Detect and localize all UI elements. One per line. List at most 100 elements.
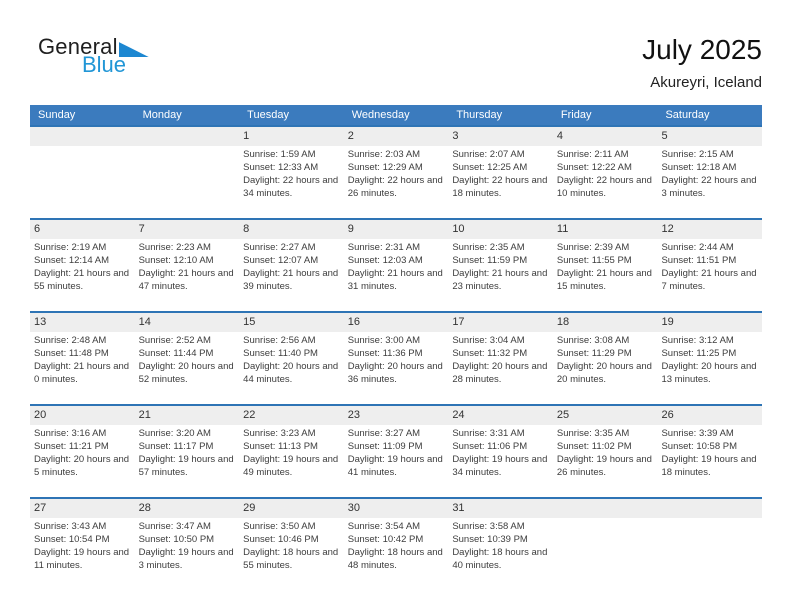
day-number: 29 [239, 499, 344, 518]
day-number: 16 [343, 313, 449, 332]
day-number: 11 [552, 220, 658, 239]
day-cell: 21 Sunrise: 3:20 AM Sunset: 11:17 PM Daylig… [134, 406, 240, 497]
sunset-text: Sunset: 12:25 AM [452, 162, 528, 173]
day-cell: 6 Sunrise: 2:19 AM Sunset: 12:14 AM Dayligh… [30, 220, 135, 311]
weekday-monday: Monday [142, 109, 182, 121]
daylight-text: Daylight: 20 hours and 5 minutes. [34, 454, 130, 478]
day-details: Sunrise: 2:39 AM Sunset: 11:55 PM Daylight… [553, 239, 658, 293]
day-number: 9 [343, 220, 449, 239]
day-cell: 10 Sunrise: 2:35 AM Sunset: 11:59 PM Daylig… [448, 220, 553, 311]
sunset-text: Sunset: 11:40 PM [243, 348, 318, 359]
day-details: Sunrise: 3:50 AM Sunset: 10:46 PM Daylight… [239, 518, 344, 572]
weekday-friday: Friday [560, 109, 592, 121]
sunrise-text: Sunrise: 3:16 AM [34, 428, 107, 439]
sunrise-text: Sunrise: 2:31 AM [347, 242, 421, 253]
day-number: 1 [239, 127, 344, 146]
daylight-text: Daylight: 22 hours and 18 minutes. [452, 175, 548, 199]
sunset-text: Sunset: 11:02 PM [556, 441, 632, 452]
day-cell: 2 Sunrise: 2:03 AM Sunset: 12:29 AM Dayligh… [343, 127, 449, 218]
sunset-text: Sunset: 11:32 PM [452, 348, 528, 359]
sunset-text: Sunset: 11:51 PM [661, 255, 737, 266]
day-number: 26 [657, 406, 763, 425]
day-details: Sunrise: 3:35 AM Sunset: 11:02 PM Daylight… [553, 425, 658, 479]
day-number: 4 [552, 127, 658, 146]
day-number: 12 [657, 220, 763, 239]
general-blue-logo: General Blue [38, 36, 149, 76]
sunset-text: Sunset: 11:29 PM [556, 348, 632, 359]
daylight-text: Daylight: 22 hours and 3 minutes. [661, 175, 757, 199]
day-details: Sunrise: 3:31 AM Sunset: 11:06 PM Daylight… [448, 425, 553, 479]
day-details: Sunrise: 2:23 AM Sunset: 12:10 AM Daylight… [135, 239, 240, 293]
daylight-text: Daylight: 18 hours and 40 minutes. [452, 547, 548, 571]
sunrise-text: Sunrise: 3:23 AM [243, 428, 316, 439]
day-details: Sunrise: 3:08 AM Sunset: 11:29 PM Daylight… [553, 332, 658, 386]
week-row: 20 Sunrise: 3:16 AM Sunset: 11:21 PM Daylig… [30, 404, 763, 497]
sunset-text: Sunset: 11:13 PM [243, 441, 318, 452]
daylight-text: Daylight: 19 hours and 26 minutes. [556, 454, 652, 478]
logo-text-general: General [38, 36, 149, 58]
sunrise-text: Sunrise: 3:08 AM [556, 335, 630, 346]
day-details: Sunrise: 3:23 AM Sunset: 11:13 PM Daylight… [239, 425, 344, 479]
day-number: 2 [343, 127, 449, 146]
sunrise-text: Sunrise: 2:07 AM [452, 149, 525, 160]
day-cell: 25 Sunrise: 3:35 AM Sunset: 11:02 PM Daylig… [552, 406, 658, 497]
daylight-text: Daylight: 20 hours and 28 minutes. [452, 361, 548, 385]
sunset-text: Sunset: 11:36 PM [347, 348, 423, 359]
day-number: 7 [134, 220, 240, 239]
day-number: 5 [657, 127, 763, 146]
weekday-saturday: Saturday [665, 109, 710, 121]
daylight-text: Daylight: 18 hours and 55 minutes. [243, 547, 339, 571]
day-cell: 14 Sunrise: 2:52 AM Sunset: 11:44 PM Daylig… [134, 313, 240, 404]
sunrise-text: Sunrise: 3:54 AM [347, 521, 421, 532]
sunrise-text: Sunrise: 2:35 AM [452, 242, 525, 253]
day-cell: 30 Sunrise: 3:54 AM Sunset: 10:42 PM Daylig… [343, 499, 449, 590]
calendar: Sunday Monday Tuesday Wednesday Thursday… [30, 105, 763, 590]
sunset-text: Sunset: 12:33 AM [243, 162, 319, 173]
day-cell: 9 Sunrise: 2:31 AM Sunset: 12:03 AM Dayligh… [343, 220, 449, 311]
sunrise-text: Sunrise: 3:39 AM [661, 428, 734, 439]
sunset-text: Sunset: 11:21 PM [34, 441, 109, 452]
day-cell: 7 Sunrise: 2:23 AM Sunset: 12:10 AM Dayligh… [134, 220, 240, 311]
sunrise-text: Sunrise: 2:39 AM [556, 242, 630, 253]
day-details: Sunrise: 2:19 AM Sunset: 12:14 AM Daylight… [30, 239, 135, 293]
day-details: Sunrise: 2:07 AM Sunset: 12:25 AM Daylight… [448, 146, 553, 200]
day-details: Sunrise: 2:56 AM Sunset: 11:40 PM Daylight… [239, 332, 344, 386]
logo-word-general: General [38, 34, 118, 59]
sunset-text: Sunset: 10:50 PM [138, 534, 215, 545]
sunset-text: Sunset: 11:48 PM [34, 348, 109, 359]
day-cell: 29 Sunrise: 3:50 AM Sunset: 10:46 PM Daylig… [239, 499, 344, 590]
day-cell: 17 Sunrise: 3:04 AM Sunset: 11:32 PM Daylig… [448, 313, 553, 404]
sunset-text: Sunset: 12:07 AM [243, 255, 319, 266]
day-details: Sunrise: 3:54 AM Sunset: 10:42 PM Daylight… [344, 518, 449, 572]
day-number: 31 [448, 499, 553, 518]
logo-text-blue: Blue [82, 52, 127, 77]
daylight-text: Daylight: 19 hours and 11 minutes. [34, 547, 130, 571]
day-cell: 15 Sunrise: 2:56 AM Sunset: 11:40 PM Daylig… [239, 313, 344, 404]
day-number: 6 [30, 220, 135, 239]
day-number [30, 127, 135, 146]
day-cell: 24 Sunrise: 3:31 AM Sunset: 11:06 PM Daylig… [448, 406, 553, 497]
day-details: Sunrise: 1:59 AM Sunset: 12:33 AM Daylight… [239, 146, 344, 200]
day-number: 22 [239, 406, 344, 425]
day-cell: 13 Sunrise: 2:48 AM Sunset: 11:48 PM Daylig… [30, 313, 135, 404]
day-details: Sunrise: 2:11 AM Sunset: 12:22 AM Daylight… [553, 146, 658, 200]
sunset-text: Sunset: 12:03 AM [347, 255, 423, 266]
day-details: Sunrise: 3:58 AM Sunset: 10:39 PM Daylight… [448, 518, 553, 572]
daylight-text: Daylight: 22 hours and 26 minutes. [347, 175, 443, 199]
day-details: Sunrise: 3:20 AM Sunset: 11:17 PM Daylight… [135, 425, 240, 479]
location-subtitle: Akureyri, Iceland [650, 74, 762, 91]
day-number: 20 [30, 406, 135, 425]
sunset-text: Sunset: 12:14 AM [34, 255, 109, 266]
day-cell: 11 Sunrise: 2:39 AM Sunset: 11:55 PM Daylig… [552, 220, 658, 311]
day-cell: 8 Sunrise: 2:27 AM Sunset: 12:07 AM Dayligh… [239, 220, 344, 311]
sunrise-text: Sunrise: 2:15 AM [661, 149, 734, 160]
sunrise-text: Sunrise: 3:43 AM [34, 521, 107, 532]
day-details: Sunrise: 2:35 AM Sunset: 11:59 PM Daylight… [448, 239, 553, 293]
day-cell: 16 Sunrise: 3:00 AM Sunset: 11:36 PM Daylig… [343, 313, 449, 404]
day-number: 25 [552, 406, 658, 425]
weekday-header-row: Sunday Monday Tuesday Wednesday Thursday… [30, 105, 762, 125]
day-details: Sunrise: 2:27 AM Sunset: 12:07 AM Daylight… [239, 239, 344, 293]
day-details: Sunrise: 2:52 AM Sunset: 11:44 PM Daylight… [135, 332, 240, 386]
day-number: 19 [657, 313, 763, 332]
week-row: 13 Sunrise: 2:48 AM Sunset: 11:48 PM Daylig… [30, 311, 763, 404]
